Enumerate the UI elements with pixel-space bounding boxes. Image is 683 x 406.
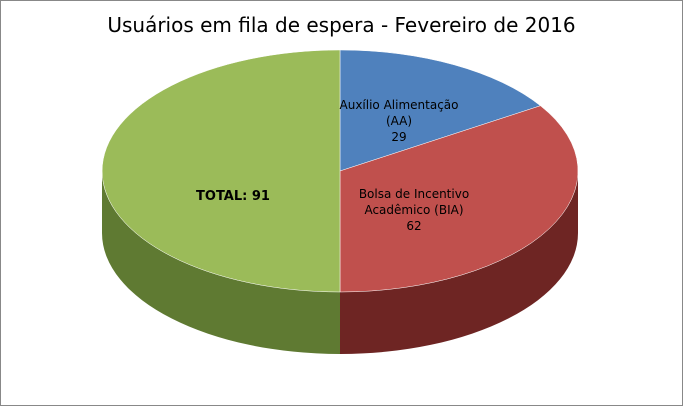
value-label: 29 — [391, 130, 407, 144]
label: TOTAL: 91 — [173, 189, 293, 205]
slice — [101, 49, 341, 293]
category-label: Bolsa de Incentivo Acadêmico (BIA) — [358, 187, 470, 217]
value-label: 62 — [406, 219, 422, 233]
label: Auxílio Alimentação (AA) 29 — [334, 97, 464, 145]
slice-side — [340, 171, 578, 354]
slice — [339, 105, 579, 293]
label: Bolsa de Incentivo Acadêmico (BIA) 62 — [344, 186, 484, 234]
chart-title: Usuários em fila de espera - Fevereiro d… — [107, 13, 576, 37]
slice — [339, 49, 541, 172]
value-label: TOTAL: 91 — [196, 189, 270, 204]
category-label: Auxílio Alimentação (AA) — [339, 98, 459, 128]
slice-side — [102, 171, 340, 354]
